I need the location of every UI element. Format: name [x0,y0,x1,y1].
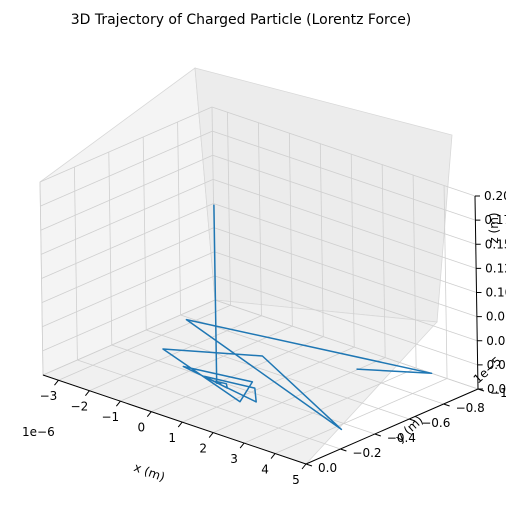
z-gridline-back [211,106,476,197]
z-gridline-back [214,251,478,342]
z-gridline-side [39,106,213,183]
z-gridline-back [213,203,477,293]
z-gridline-side [40,179,214,255]
y-tick-label: −0.2 [352,446,381,460]
x-tick-label: −3 [40,389,58,403]
series-group [162,204,433,431]
x-tick-label: 1 [168,431,176,445]
z-tick-label: 0.025 [487,358,506,372]
y-tick-label: −0.6 [421,416,450,430]
x-tick-label: 2 [199,442,207,456]
y-tick-mark [340,448,347,452]
z-gridline-back [213,227,478,318]
trajectory-line [162,204,433,431]
x-tick-mark [115,400,121,407]
y-gridline-floor [77,359,341,450]
z-gridline-back [212,130,476,221]
y-gridline-floor [180,314,444,405]
z-gridline-back [214,275,478,366]
x-tick-mark [85,390,90,397]
z-gridline-side [41,227,215,303]
x-offset-text: 1e−6 [22,425,55,439]
y-tick-label: 0.0 [318,461,337,475]
x-tick-mark [54,379,59,386]
x-gridline-floor [274,378,448,454]
x-tick-mark [301,463,307,470]
z-tick-label: 0.200 [484,189,506,203]
y-tick-label: −1.0 [490,386,506,400]
y-axis-line [305,388,479,465]
x-axis-label: x (m) [132,460,167,484]
x-tick-label: 3 [230,452,238,466]
x-gridline-floor [151,336,324,413]
x-tick-label: 5 [292,473,300,487]
z-gridline-back [214,299,479,390]
y-tick-mark [409,418,416,422]
x-tick-label: −2 [71,400,89,414]
z-gridline-side [42,299,216,376]
chart-title: 3D Trajectory of Charged Particle (Loren… [71,12,412,28]
y-tick-label: −0.8 [456,401,485,415]
x-tick-mark [146,411,152,417]
z-gridline-side [40,154,213,231]
z-gridline-side [42,251,215,328]
x-gridline-floor [182,346,355,423]
z-tick-label: 0.175 [484,213,506,227]
y-tick-mark [443,403,450,407]
gridlines [39,106,479,465]
x-tick-mark [270,453,276,459]
x-tick-mark [208,432,214,438]
y-tick-label: −0.4 [387,431,416,445]
z-tick-label: 0.050 [486,334,506,348]
z-tick-label: 0.125 [485,261,506,275]
x-gridline-floor [243,367,417,444]
x-tick-label: 0 [137,421,145,435]
y-gridline-floor [146,329,410,420]
x-tick-mark [177,421,183,428]
x-gridline-floor [213,357,386,433]
tick-labels: −3 −2 −1 0 1 2 3 4 5 0.0 −0.2 −0.4 −0.6 −0.8 −1.00.000… [40,189,506,487]
z-tick-label: 0.075 [486,310,506,324]
z-tick-label: 0.100 [486,286,506,300]
z-axis-label: z (m) [487,212,501,243]
x-gridline-floor [120,325,293,402]
x-tick-label: 4 [261,463,269,477]
z-gridline-side [42,275,215,352]
axis-lines [42,195,485,470]
x-axis-line [42,374,307,465]
x-tick-label: −1 [102,410,120,424]
x-tick-mark [239,442,245,449]
z-gridline-back [212,154,476,245]
y-tick-mark [305,463,313,467]
x-gridline-floor [58,304,231,381]
x-gridline-floor [89,315,262,392]
z-gridline-side [40,130,213,207]
z-gridline-back [212,178,477,269]
axes-panes [39,67,453,465]
z-tick-label: 0.000 [487,382,506,396]
y-tick-mark [374,433,381,437]
z-gridline-side [41,203,214,279]
z-tick-label: 0.150 [485,237,506,251]
